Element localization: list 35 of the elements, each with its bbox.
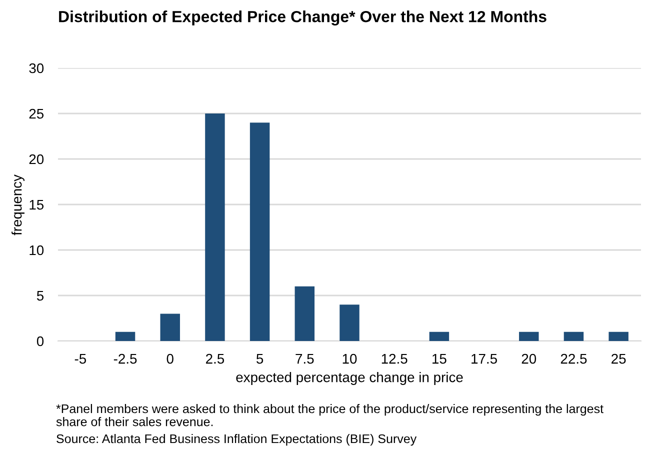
bar <box>250 122 270 341</box>
x-tick-label: 22.5 <box>560 354 587 364</box>
x-tick-label: 12.5 <box>382 354 408 364</box>
bar <box>608 332 628 341</box>
x-tick-label: 0 <box>166 354 174 364</box>
y-tick-label: 20 <box>29 154 44 164</box>
x-tick-label: 2.5 <box>206 354 224 364</box>
x-tick-label: -2.5 <box>114 354 137 364</box>
bar <box>564 332 584 341</box>
source-note: Source: Atlanta Fed Business Inflation Expectations (BIE) Survey <box>56 434 417 446</box>
y-tick-label: 5 <box>36 290 44 301</box>
x-axis-title: expected percentage change in price <box>236 372 463 385</box>
y-tick-label: 30 <box>29 63 44 74</box>
y-axis-title: frequency <box>12 174 24 236</box>
bar <box>294 286 315 341</box>
bar <box>205 114 225 341</box>
x-tick-label: 10 <box>342 354 357 364</box>
x-tick-label: 20 <box>522 354 536 364</box>
x-tick-label: 7.5 <box>296 354 314 364</box>
bar <box>429 332 450 341</box>
x-tick-label: 17.5 <box>472 354 497 364</box>
x-tick-label: 5 <box>256 354 264 364</box>
x-tick-label: 25 <box>612 354 626 364</box>
y-tick-label: 15 <box>30 200 44 210</box>
x-tick-label: 15 <box>432 354 446 364</box>
x-tick-label: -5 <box>74 354 86 364</box>
bar <box>519 332 539 341</box>
bar <box>160 314 180 341</box>
bar <box>115 332 136 341</box>
y-tick-label: 10 <box>30 245 44 256</box>
text: *Panel members were asked to think about the price of the product/service representing the largest share of their sales revenue. <box>56 404 604 426</box>
bar <box>340 304 360 341</box>
y-tick-label: 0 <box>36 336 44 346</box>
y-tick-label: 25 <box>29 108 44 119</box>
chart-title: Distribution of Expected Price Change* Over the Next 12 Months <box>59 10 546 26</box>
